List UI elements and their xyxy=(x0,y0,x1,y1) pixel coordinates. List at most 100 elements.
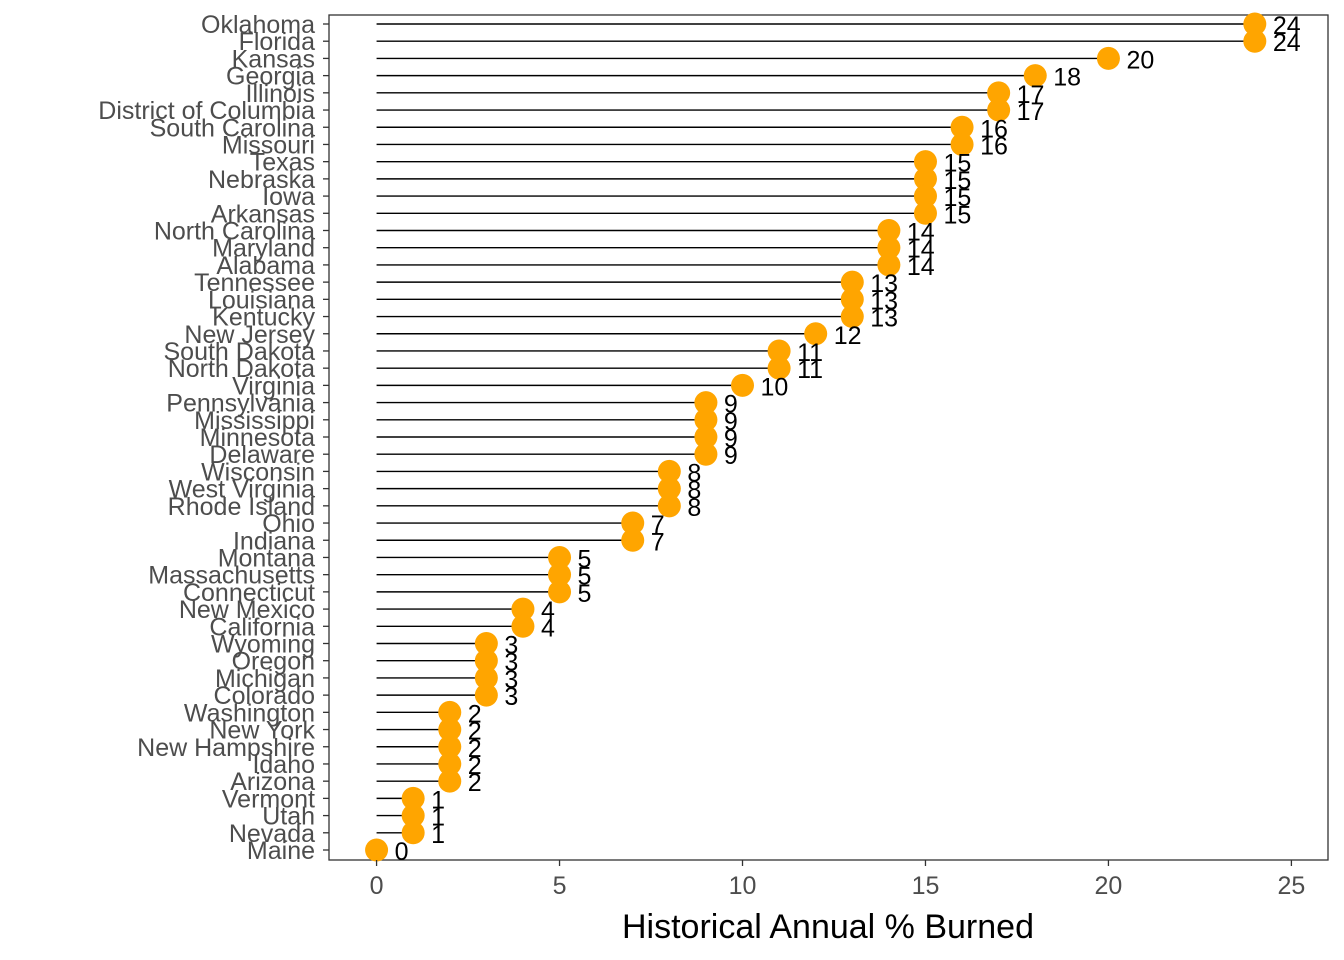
points xyxy=(365,12,1267,862)
point-4 xyxy=(987,81,1011,105)
y-tick-label-4: Illinois xyxy=(246,80,315,108)
data-label-2: 20 xyxy=(1126,46,1154,74)
data-label-27: 8 xyxy=(687,477,701,505)
data-label-29: 7 xyxy=(651,511,665,539)
data-labels: 2424201817171616151515151414141313131211… xyxy=(395,12,1301,866)
data-label-43: 2 xyxy=(468,752,482,780)
x-axis-ticks: 0 5 10 15 20 25 xyxy=(370,860,1306,900)
point-28 xyxy=(657,494,681,518)
point-37 xyxy=(474,649,498,673)
data-label-45: 1 xyxy=(431,786,445,814)
y-tick-label-18: New Jersey xyxy=(184,321,315,349)
data-label-22: 9 xyxy=(724,391,738,419)
data-label-11: 15 xyxy=(943,201,971,229)
point-12 xyxy=(877,219,901,242)
data-label-24: 9 xyxy=(724,425,738,453)
y-tick-label-20: North Dakota xyxy=(168,355,315,383)
point-31 xyxy=(548,545,572,569)
point-41 xyxy=(438,718,462,742)
data-label-28: 8 xyxy=(687,494,701,522)
point-15 xyxy=(840,270,864,294)
point-13 xyxy=(877,236,901,260)
data-label-35: 4 xyxy=(541,614,555,642)
y-tick-label-28: Rhode Island xyxy=(168,493,315,521)
data-label-33: 5 xyxy=(578,580,592,608)
data-label-26: 8 xyxy=(687,459,701,487)
y-tick-label-42: New Hampshire xyxy=(137,734,315,762)
y-tick-label-29: Ohio xyxy=(262,510,315,538)
y-tick-label-10: Iowa xyxy=(262,183,315,211)
data-label-17: 13 xyxy=(870,305,898,333)
point-39 xyxy=(474,683,498,707)
y-tick-label-5: District of Columbia xyxy=(98,97,315,125)
point-0 xyxy=(1243,12,1267,36)
y-tick-label-36: Wyoming xyxy=(211,631,315,659)
point-47 xyxy=(401,821,425,845)
y-tick-label-32: Massachusetts xyxy=(148,562,315,590)
y-tick-label-14: Alabama xyxy=(216,252,315,280)
y-tick-label-33: Connecticut xyxy=(183,579,315,607)
y-tick-label-48: Maine xyxy=(247,837,315,865)
y-tick-label-0: Oklahoma xyxy=(201,11,315,39)
y-tick-label-1: Florida xyxy=(239,28,316,56)
y-tick-label-21: Virginia xyxy=(232,372,315,400)
data-label-3: 18 xyxy=(1053,64,1081,92)
point-6 xyxy=(950,115,974,139)
data-label-0: 24 xyxy=(1273,12,1301,40)
y-tick-label-19: South Dakota xyxy=(164,338,316,366)
data-label-16: 13 xyxy=(870,287,898,315)
y-tick-label-27: West Virginia xyxy=(169,476,315,504)
point-44 xyxy=(438,769,462,793)
point-42 xyxy=(438,735,462,759)
point-25 xyxy=(694,442,718,466)
point-19 xyxy=(767,339,791,363)
y-tick-label-31: Montana xyxy=(218,544,315,572)
point-17 xyxy=(840,305,864,329)
point-34 xyxy=(511,597,535,621)
y-tick-label-9: Nebraska xyxy=(208,166,315,194)
point-40 xyxy=(438,700,462,724)
data-label-13: 14 xyxy=(907,236,935,264)
point-22 xyxy=(694,391,718,415)
point-11 xyxy=(913,201,937,225)
data-label-40: 2 xyxy=(468,700,482,728)
data-label-23: 9 xyxy=(724,408,738,436)
point-7 xyxy=(950,132,974,156)
point-46 xyxy=(401,804,425,828)
data-label-15: 13 xyxy=(870,270,898,298)
data-label-32: 5 xyxy=(578,563,592,591)
point-36 xyxy=(474,632,498,655)
y-tick-label-45: Vermont xyxy=(222,785,315,813)
point-2 xyxy=(1096,46,1120,70)
y-tick-label-12: North Carolina xyxy=(154,218,315,246)
point-1 xyxy=(1243,29,1267,53)
x-tick-label-2: 10 xyxy=(729,872,757,900)
y-tick-label-46: Utah xyxy=(262,803,315,831)
y-tick-label-26: Wisconsin xyxy=(201,458,315,486)
data-label-19: 11 xyxy=(797,339,823,367)
point-38 xyxy=(474,666,498,690)
y-tick-label-37: Oregon xyxy=(232,648,315,676)
point-20 xyxy=(767,356,791,380)
x-axis-title: Historical Annual % Burned xyxy=(622,908,1034,946)
y-tick-label-16: Louisiana xyxy=(208,286,315,314)
y-tick-label-15: Tennessee xyxy=(194,269,315,297)
y-tick-label-11: Arkansas xyxy=(211,200,315,228)
point-18 xyxy=(804,322,828,346)
data-label-42: 2 xyxy=(468,735,482,763)
x-tick-label-1: 5 xyxy=(553,872,567,900)
y-tick-label-7: Missouri xyxy=(222,131,315,159)
point-23 xyxy=(694,408,718,432)
point-32 xyxy=(548,563,572,587)
y-tick-label-44: Arizona xyxy=(230,768,315,796)
point-43 xyxy=(438,752,462,776)
data-label-47: 1 xyxy=(431,821,445,849)
point-29 xyxy=(621,511,645,535)
y-tick-label-13: Maryland xyxy=(212,235,315,263)
point-33 xyxy=(548,580,572,604)
data-label-4: 17 xyxy=(1017,81,1045,109)
data-label-1: 24 xyxy=(1273,29,1301,57)
data-label-14: 14 xyxy=(907,253,935,281)
data-label-37: 3 xyxy=(504,649,518,677)
x-tick-label-5: 25 xyxy=(1278,872,1306,900)
